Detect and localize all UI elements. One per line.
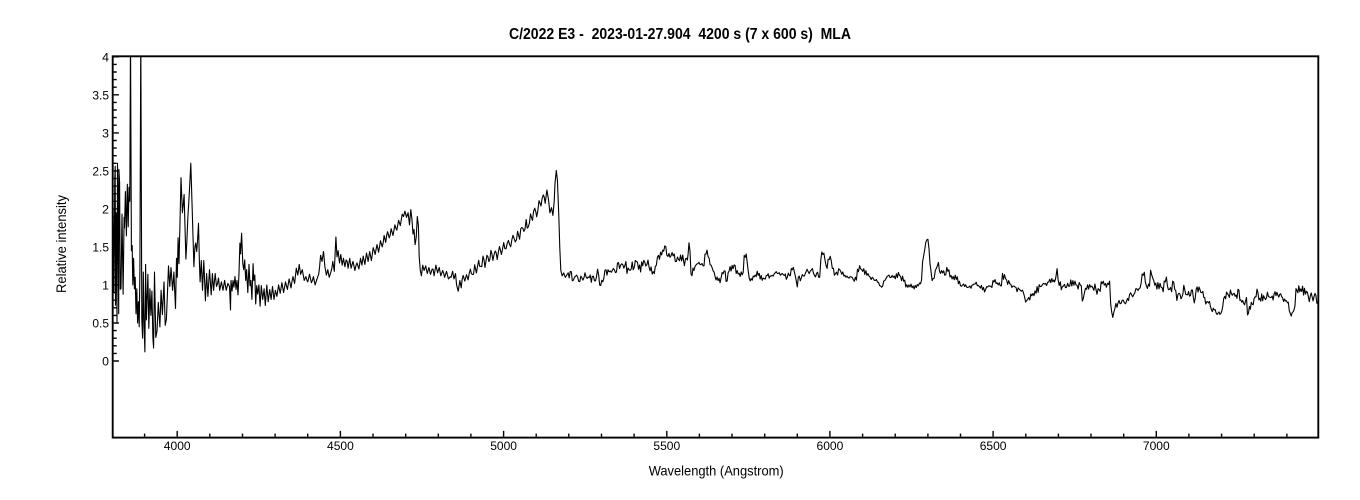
svg-text:1.5: 1.5 (92, 240, 109, 254)
svg-text:0: 0 (102, 355, 109, 369)
svg-text:2: 2 (102, 202, 109, 216)
svg-text:0.5: 0.5 (92, 317, 109, 331)
svg-text:6500: 6500 (980, 439, 1007, 453)
svg-text:6000: 6000 (817, 439, 844, 453)
svg-text:5500: 5500 (653, 439, 680, 453)
svg-text:2.5: 2.5 (92, 164, 109, 178)
svg-text:1: 1 (102, 278, 109, 292)
svg-text:Relative intensity: Relative intensity (53, 195, 69, 293)
svg-text:C/2022 E3 - 2023-01-27.904 4: C/2022 E3 - 2023-01-27.904 4200 s (7 x 6… (509, 26, 851, 43)
svg-text:7000: 7000 (1143, 439, 1170, 453)
svg-text:4: 4 (102, 50, 109, 64)
svg-text:5000: 5000 (490, 439, 517, 453)
svg-text:3.5: 3.5 (92, 88, 109, 102)
svg-text:Wavelength (Angstrom): Wavelength (Angstrom) (649, 462, 784, 478)
svg-text:3: 3 (102, 126, 109, 140)
svg-text:4000: 4000 (164, 439, 191, 453)
svg-text:4500: 4500 (327, 439, 354, 453)
